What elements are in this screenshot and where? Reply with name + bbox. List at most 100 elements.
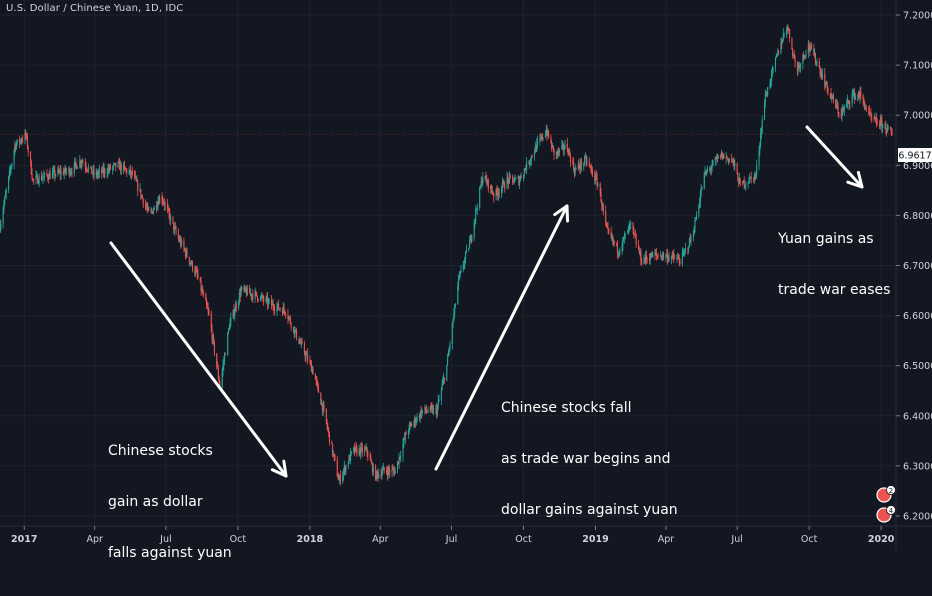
candle-body [666, 253, 668, 256]
candle-body [415, 420, 417, 424]
candle-body [613, 240, 615, 244]
candle-body [230, 318, 232, 323]
candle-body [109, 165, 111, 170]
candle-body [243, 287, 245, 290]
candle-body [517, 177, 519, 179]
x-tick-label: Jul [159, 534, 171, 545]
candle-body [213, 336, 215, 342]
candle-body [706, 170, 708, 172]
annotation-line: Yuan gains as [778, 231, 874, 247]
candle-body [54, 169, 56, 177]
candle-body [255, 291, 257, 293]
candle-body [809, 48, 811, 51]
candle-body [223, 361, 225, 365]
candle-body [358, 448, 360, 455]
candle-body [174, 226, 176, 229]
candle-body [687, 248, 689, 250]
candle-body [858, 96, 860, 99]
candle-body [881, 120, 883, 128]
candle-body [660, 255, 662, 259]
candle-body [316, 380, 318, 383]
candle-body [414, 418, 417, 424]
candle-body [350, 451, 352, 453]
candle-body [618, 253, 620, 255]
candle-body [805, 52, 807, 56]
candle-body [721, 152, 723, 160]
candle-body [180, 239, 182, 246]
candle-body [616, 243, 618, 253]
arrow-head [270, 459, 288, 478]
candle-body [287, 314, 289, 319]
candle-body [551, 142, 553, 149]
candle-body [830, 93, 832, 99]
candle-body [364, 448, 366, 450]
candle-body [661, 256, 663, 259]
candle-body [818, 61, 820, 68]
candle-body [57, 169, 59, 175]
candle-body [640, 251, 642, 262]
candle-body [387, 468, 389, 476]
candle-body [869, 112, 871, 114]
candle-body [769, 83, 771, 88]
candle-body [361, 447, 363, 453]
candle-body [425, 410, 428, 412]
candle-body [238, 301, 240, 309]
candle-body [846, 100, 849, 103]
candle-body [457, 285, 459, 305]
candle-body [458, 275, 460, 278]
candle-body [748, 182, 750, 183]
x-axis[interactable]: 2017 Apr Jul Oct 2018 Apr Jul Oct 2019 Apr Jul Oct 2… [0, 525, 932, 545]
price-chart[interactable]: 7.2000 7.1000 7.0000 6.9000 6.8000 6.7000 6.60… [0, 0, 932, 550]
x-tick-label: Apr [86, 534, 103, 545]
candle-body [476, 207, 478, 209]
candle-body [148, 207, 150, 211]
candle-body [755, 174, 757, 177]
candle-body [481, 180, 483, 184]
candle-body [589, 165, 591, 167]
candle-body [131, 171, 133, 175]
candle-body [884, 123, 886, 125]
candle-body [30, 161, 32, 175]
candle-body [725, 156, 727, 159]
candle-body [46, 172, 48, 176]
candle-body [671, 253, 673, 258]
candle-body [657, 255, 659, 257]
candle-body [750, 176, 752, 178]
chart-area[interactable]: 7.2000 7.1000 7.0000 6.9000 6.8000 6.7000 6.60… [0, 0, 932, 561]
candle-body [879, 119, 881, 127]
candle-body [10, 167, 12, 170]
candle-body [627, 232, 629, 234]
candle-body [254, 291, 256, 299]
candle-body [610, 231, 612, 238]
candle-body [419, 411, 421, 419]
candle-body [810, 45, 813, 48]
candle-body [868, 109, 870, 111]
candle-body [656, 254, 658, 256]
candle-body [851, 93, 853, 104]
candle-body [140, 189, 142, 198]
candle-body [60, 171, 62, 175]
candle-body [267, 300, 269, 305]
y-tick-label: 6.5000 [903, 361, 932, 372]
candle-body [207, 308, 209, 312]
candle-body [326, 421, 328, 427]
candle-body [479, 186, 482, 188]
candle-body [399, 456, 401, 458]
candle-body [109, 165, 111, 170]
candle-body [134, 174, 136, 176]
candle-body [810, 45, 812, 51]
candle-body [325, 408, 327, 422]
candle-body [364, 448, 366, 453]
candle-body [629, 224, 631, 227]
candle-body [402, 443, 404, 457]
candle-body [430, 406, 432, 408]
y-axis[interactable]: 7.2000 7.1000 7.0000 6.9000 6.8000 6.7000 6.60… [895, 0, 932, 550]
candle-body [825, 81, 827, 85]
candle-body [14, 144, 16, 151]
candle-body [36, 175, 38, 177]
candle-body [667, 257, 669, 261]
candle-body [443, 377, 446, 381]
candle-body [197, 274, 199, 278]
candle-body [670, 257, 672, 260]
candle-body [602, 205, 604, 206]
